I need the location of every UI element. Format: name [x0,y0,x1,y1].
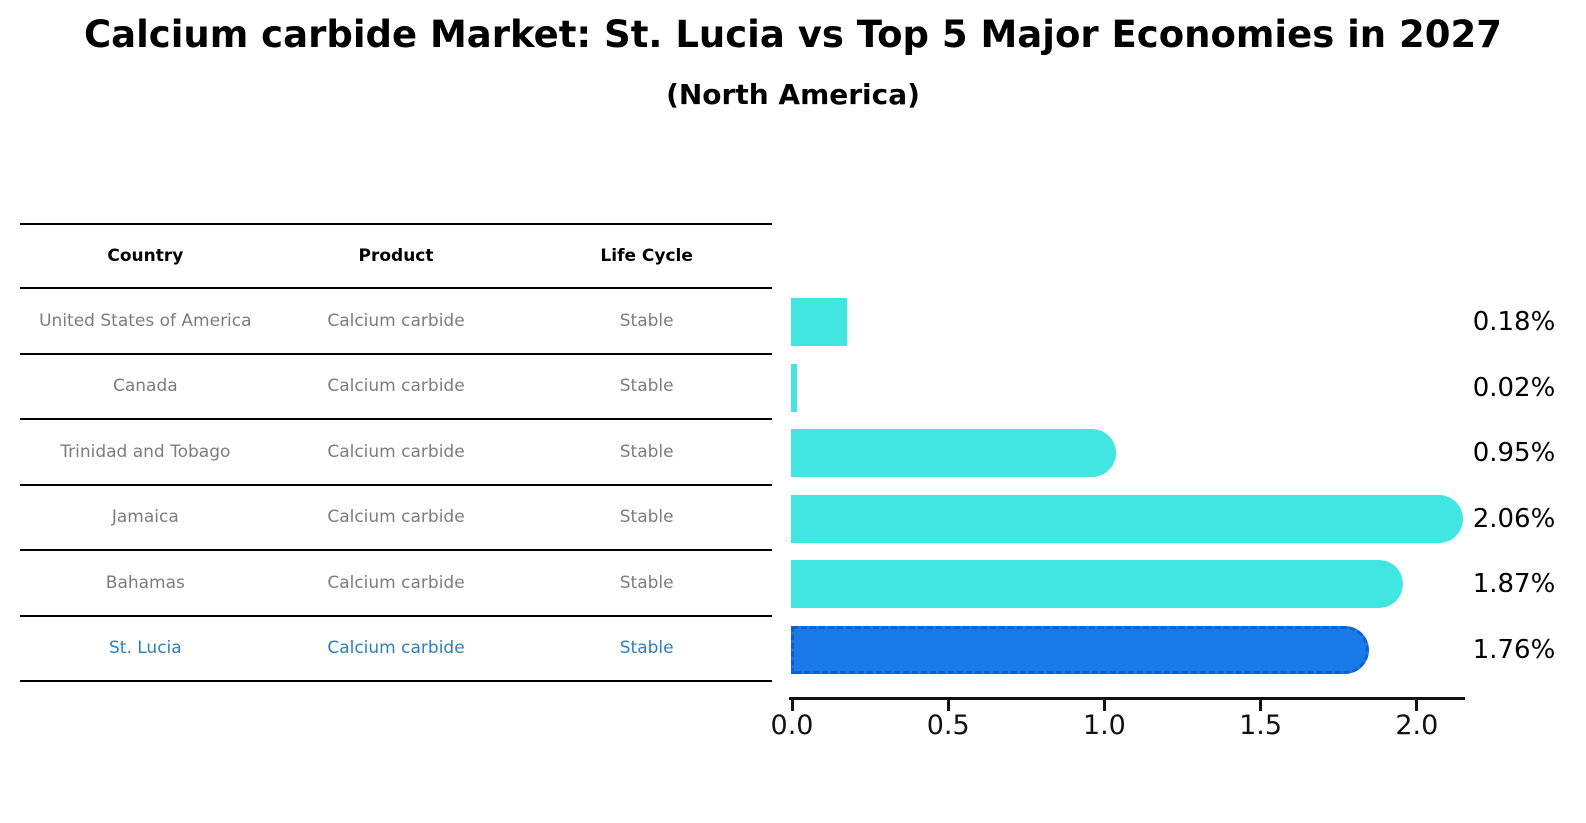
x-axis-tick [790,700,794,711]
cell-life-cycle: Stable [619,638,674,659]
cell-product: Calcium carbide [327,572,465,593]
cell-country: Bahamas [105,572,185,593]
bar [791,429,1116,477]
table-row: Jamaica Calcium carbide Stable [20,486,772,551]
cell-country: United States of America [39,310,252,331]
chart-title: Calcium carbide Market: St. Lucia vs Top… [83,13,1502,56]
table-row: Bahamas Calcium carbide Stable [20,551,772,617]
x-axis-tick-label: 0.0 [770,710,814,741]
cell-product: Calcium carbide [327,638,465,659]
column-header-product: Product [358,246,434,266]
x-axis-tick-label: 1.5 [1239,710,1283,741]
bar-value-label: 0.02% [1472,372,1556,403]
bar-value-label: 1.87% [1472,569,1556,600]
country-table: Country Product Life Cycle United States… [20,223,772,682]
cell-country: St. Lucia [108,638,182,659]
x-axis-tick-label: 1.0 [1082,710,1126,741]
bar [791,298,847,346]
column-header-country: Country [107,246,184,266]
cell-life-cycle: Stable [619,441,674,462]
cell-country: Jamaica [111,507,179,528]
x-axis-line [789,697,1465,700]
table-body: United States of America Calcium carbide S… [20,289,772,682]
x-axis-tick [1259,700,1263,711]
x-axis-tick [1102,700,1106,711]
cell-life-cycle: Stable [619,507,674,528]
cell-life-cycle: Stable [619,376,674,397]
x-axis-tick [946,700,950,711]
cell-country: Canada [112,376,178,397]
bar [791,560,1403,608]
table-row: Canada Calcium carbide Stable [20,355,772,420]
cell-country: Trinidad and Tobago [60,441,231,462]
cell-life-cycle: Stable [619,572,674,593]
x-axis-tick-label: 2.0 [1395,710,1439,741]
cell-product: Calcium carbide [327,310,465,331]
bar [791,494,1463,543]
column-header-lifecycle: Life Cycle [600,246,693,266]
bar-value-label: 0.18% [1472,307,1556,338]
bar-value-label: 1.76% [1472,634,1556,665]
cell-product: Calcium carbide [327,376,465,397]
chart-subtitle: (North America) [666,78,920,111]
table-row: Trinidad and Tobago Calcium carbide Stable [20,420,772,486]
bar [791,363,797,412]
x-axis-tick [1415,700,1419,711]
table-row: United States of America Calcium carbide S… [20,289,772,355]
x-axis-tick-label: 0.5 [926,710,970,741]
cell-product: Calcium carbide [327,507,465,528]
cell-life-cycle: Stable [619,310,674,331]
bar-value-label: 2.06% [1472,503,1556,534]
bar-highlight [791,625,1369,674]
table-header-row: Country Product Life Cycle [20,225,772,289]
table-row: St. Lucia Calcium carbide Stable [20,617,772,682]
cell-product: Calcium carbide [327,441,465,462]
bar-value-label: 0.95% [1472,438,1556,469]
